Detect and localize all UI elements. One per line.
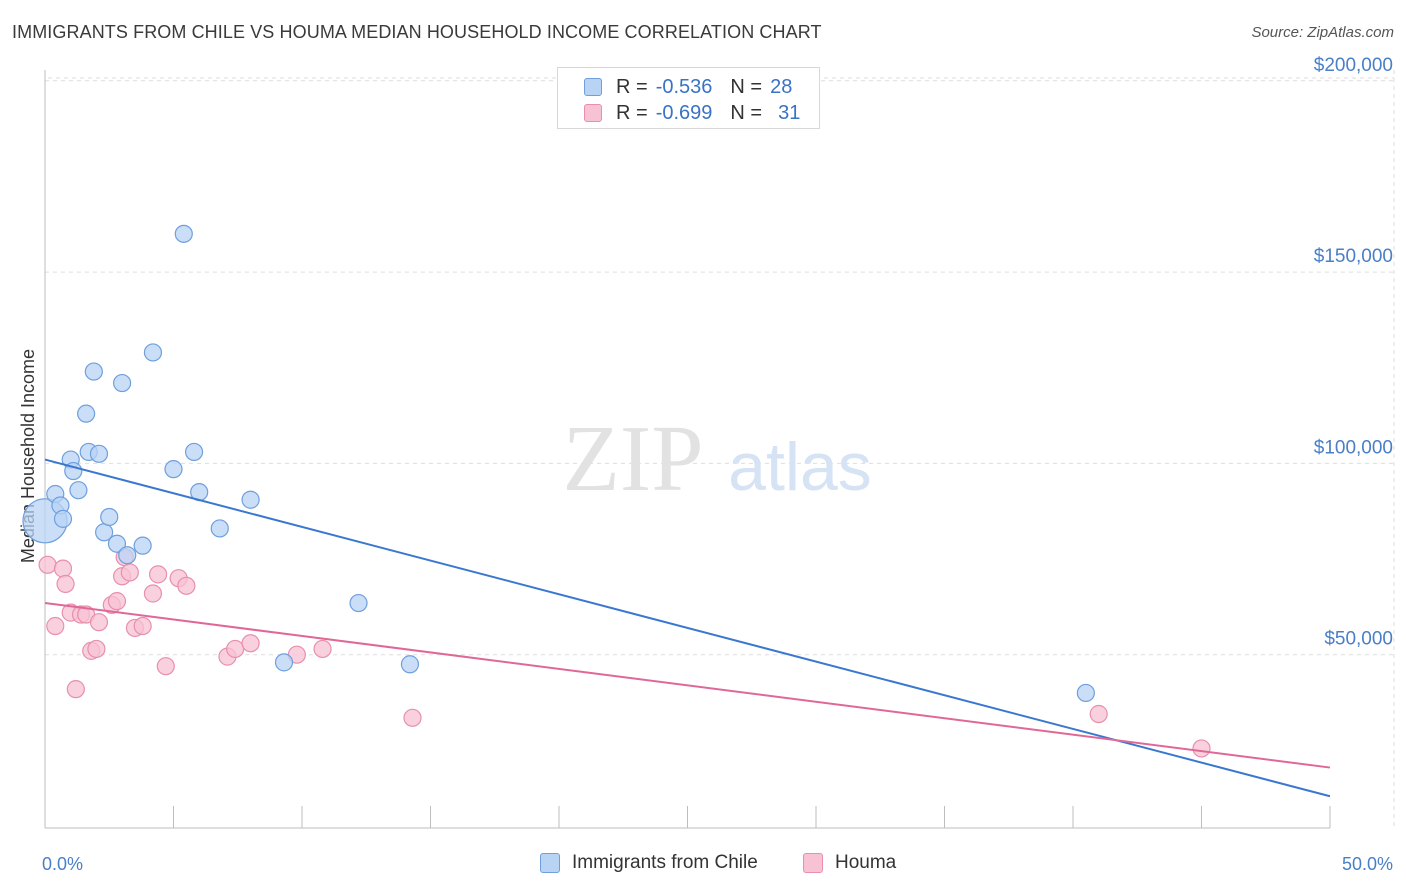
chile-point — [1076, 683, 1095, 703]
chile-point — [164, 460, 183, 479]
watermark: ZIP atlas — [563, 407, 872, 511]
houma-point — [148, 565, 168, 584]
stats-legend: R = -0.536 N = 28 R = -0.699 N = 31 — [557, 67, 820, 129]
legend-n-value: 28 — [770, 75, 793, 98]
houma-point — [38, 555, 57, 574]
series-legend: Immigrants from Chile Houma — [0, 852, 1406, 878]
chile-swatch-icon — [540, 853, 560, 873]
houma-point — [107, 592, 127, 611]
legend-r-label: R = — [616, 75, 648, 98]
chile-point — [89, 444, 109, 463]
houma-point — [87, 639, 106, 659]
houma-point — [143, 584, 163, 603]
houma-point — [1089, 704, 1108, 724]
legend-n-label: N = — [730, 101, 763, 124]
chart-title: IMMIGRANTS FROM CHILE VS HOUMA MEDIAN HO… — [12, 22, 822, 42]
chile-point — [184, 442, 204, 462]
houma-point — [156, 657, 175, 676]
y-tick-label: $150,000 — [1314, 246, 1393, 267]
chile-point — [69, 481, 88, 500]
legend-item-houma[interactable]: Houma — [803, 852, 896, 874]
y-tick-label: $100,000 — [1314, 437, 1393, 458]
houma-point — [66, 680, 85, 699]
source-label: Source: ZipAtlas.com — [1251, 24, 1394, 41]
chile-swatch-icon — [584, 78, 602, 96]
chile-points — [22, 224, 1095, 703]
chile-point — [53, 509, 73, 528]
houma-point — [133, 616, 152, 636]
houma-point — [46, 616, 65, 636]
y-tick-labels: $50,000 $100,000 $150,000 $200,000 — [1314, 55, 1393, 650]
legend-r-label: R = — [616, 101, 648, 124]
chile-point — [84, 362, 103, 381]
y-tick-label: $50,000 — [1324, 629, 1393, 650]
x-tick-labels: 0.0% 50.0% — [42, 854, 1393, 874]
houma-point — [53, 559, 73, 578]
trend-lines — [44, 458, 1331, 798]
chile-point — [349, 593, 368, 613]
x-tick-label: 50.0% — [1342, 854, 1393, 874]
chile-point — [210, 519, 229, 538]
chile-point — [118, 546, 137, 565]
watermark-atlas: atlas — [728, 429, 872, 505]
houma-point — [403, 708, 422, 727]
chile-point — [133, 536, 152, 555]
chile-point — [274, 653, 294, 672]
legend-r-value: -0.536 — [655, 75, 713, 98]
chile-point — [174, 224, 193, 243]
houma-point — [120, 563, 139, 582]
houma-trend-line — [44, 602, 1331, 769]
legend-item-chile[interactable]: Immigrants from Chile — [540, 852, 758, 874]
houma-point — [241, 634, 260, 653]
chile-point — [400, 655, 420, 674]
houma-point — [177, 576, 196, 595]
grid-lines — [45, 70, 1395, 828]
houma-points — [38, 548, 1211, 758]
chile-point — [107, 534, 127, 553]
legend-r-value: -0.699 — [655, 101, 713, 124]
chile-point — [112, 373, 132, 393]
watermark-zip: ZIP — [563, 407, 704, 511]
legend-n-label: N = — [730, 75, 763, 98]
legend-houma-label: Houma — [835, 852, 897, 873]
legend-row-houma: R = -0.699 N = 31 — [584, 100, 800, 126]
y-tick-label: $200,000 — [1314, 55, 1393, 76]
chile-point — [143, 343, 163, 362]
legend-chile-label: Immigrants from Chile — [572, 852, 758, 873]
axes — [44, 70, 1331, 829]
chile-point — [100, 507, 119, 527]
houma-point — [56, 574, 75, 594]
chile-point — [241, 490, 260, 509]
houma-point — [226, 639, 245, 659]
x-tick-label: 0.0% — [42, 854, 83, 874]
chile-point — [77, 404, 96, 423]
houma-point — [89, 613, 109, 632]
houma-swatch-icon — [584, 104, 602, 122]
houma-swatch-icon — [803, 853, 823, 873]
legend-n-value: 31 — [778, 101, 801, 124]
legend-row-chile: R = -0.536 N = 28 — [584, 74, 792, 100]
houma-point — [313, 639, 332, 659]
houma-point — [1192, 739, 1211, 758]
